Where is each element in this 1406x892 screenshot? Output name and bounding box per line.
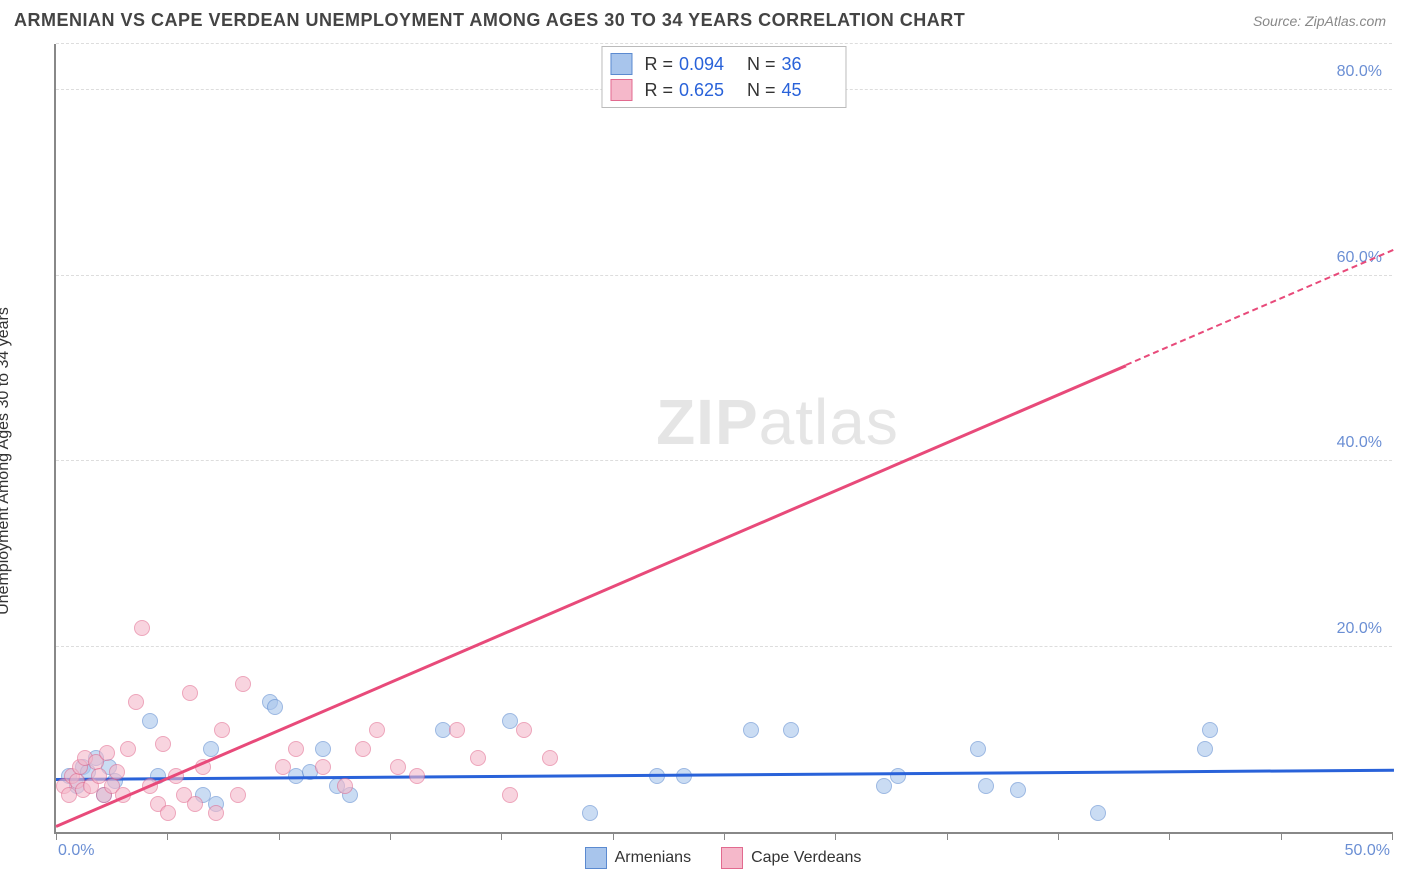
scatter-point: [337, 778, 353, 794]
stat-n-label: N =: [747, 54, 776, 75]
scatter-point: [160, 805, 176, 821]
legend-series-item: Armenians: [585, 847, 691, 869]
legend-series-label: Armenians: [615, 849, 691, 867]
y-tick-label: 40.0%: [1337, 434, 1382, 452]
trend-line: [55, 364, 1127, 828]
y-tick-label: 80.0%: [1337, 63, 1382, 81]
scatter-point: [275, 759, 291, 775]
stat-r-label: R =: [644, 54, 673, 75]
scatter-point: [470, 750, 486, 766]
legend-swatch: [585, 847, 607, 869]
legend-series-item: Cape Verdeans: [721, 847, 861, 869]
scatter-point: [783, 722, 799, 738]
scatter-point: [203, 741, 219, 757]
scatter-point: [267, 699, 283, 715]
scatter-point: [109, 764, 125, 780]
scatter-point: [214, 722, 230, 738]
scatter-point: [582, 805, 598, 821]
chart-title: ARMENIAN VS CAPE VERDEAN UNEMPLOYMENT AM…: [14, 10, 965, 31]
scatter-point: [134, 620, 150, 636]
trend-line: [56, 769, 1394, 781]
stat-r-value: 0.094: [679, 54, 735, 75]
legend-swatch: [610, 53, 632, 75]
scatter-point: [128, 694, 144, 710]
scatter-point: [230, 787, 246, 803]
legend-stat-row: R = 0.625 N = 45: [610, 77, 837, 103]
scatter-point: [187, 796, 203, 812]
scatter-point: [235, 676, 251, 692]
scatter-point: [970, 741, 986, 757]
scatter-point: [369, 722, 385, 738]
legend-series-label: Cape Verdeans: [751, 849, 861, 867]
gridline: [56, 460, 1392, 461]
scatter-point: [743, 722, 759, 738]
watermark: ZIPatlas: [656, 385, 899, 459]
scatter-point: [1090, 805, 1106, 821]
trend-line-dashed: [1126, 249, 1394, 366]
watermark-bold: ZIP: [656, 386, 759, 458]
scatter-point: [516, 722, 532, 738]
scatter-point: [502, 787, 518, 803]
scatter-point: [99, 745, 115, 761]
stat-n-value: 45: [782, 80, 838, 101]
scatter-point: [1197, 741, 1213, 757]
scatter-point: [142, 713, 158, 729]
stat-n-value: 36: [782, 54, 838, 75]
scatter-point: [208, 805, 224, 821]
scatter-point: [1010, 782, 1026, 798]
legend-stat-row: R = 0.094 N = 36: [610, 51, 837, 77]
legend-swatch: [610, 79, 632, 101]
scatter-point: [288, 741, 304, 757]
y-axis-label: Unemployment Among Ages 30 to 34 years: [0, 307, 13, 615]
plot-area: ZIPatlas R = 0.094 N = 36 R = 0.625 N = 45 20.0…: [54, 44, 1392, 834]
gridline: [56, 275, 1392, 276]
gridline: [56, 43, 1392, 44]
scatter-point: [890, 768, 906, 784]
legend-swatch: [721, 847, 743, 869]
scatter-point: [315, 759, 331, 775]
stat-r-value: 0.625: [679, 80, 735, 101]
chart-container: Unemployment Among Ages 30 to 34 years Z…: [14, 44, 1392, 878]
scatter-point: [390, 759, 406, 775]
legend-stats: R = 0.094 N = 36 R = 0.625 N = 45: [601, 46, 846, 108]
watermark-thin: atlas: [759, 386, 899, 458]
x-tick: [1392, 832, 1393, 840]
source-attribution: Source: ZipAtlas.com: [1253, 13, 1386, 29]
y-tick-label: 20.0%: [1337, 620, 1382, 638]
scatter-point: [978, 778, 994, 794]
scatter-point: [542, 750, 558, 766]
legend-series: Armenians Cape Verdeans: [54, 838, 1392, 878]
scatter-point: [315, 741, 331, 757]
scatter-point: [449, 722, 465, 738]
stat-n-label: N =: [747, 80, 776, 101]
scatter-point: [182, 685, 198, 701]
gridline: [56, 646, 1392, 647]
scatter-point: [1202, 722, 1218, 738]
scatter-point: [355, 741, 371, 757]
stat-r-label: R =: [644, 80, 673, 101]
scatter-point: [155, 736, 171, 752]
scatter-point: [120, 741, 136, 757]
scatter-point: [409, 768, 425, 784]
